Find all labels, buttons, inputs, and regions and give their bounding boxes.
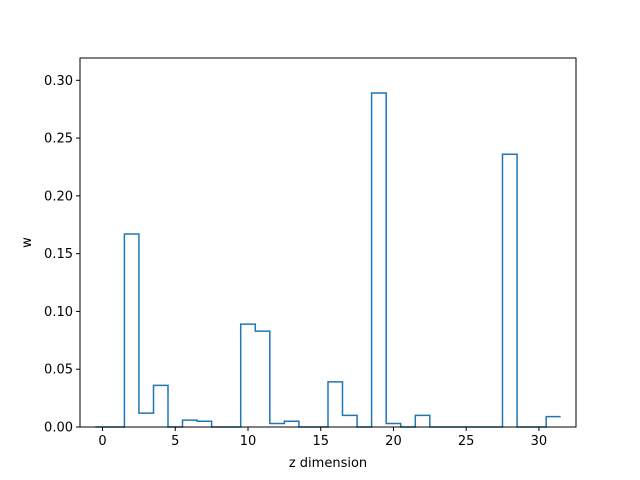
y-tick-label: 0.15 [44, 247, 73, 262]
x-axis-label: z dimension [289, 456, 367, 471]
x-axis-ticks: 0 5 10 15 20 25 30 [98, 427, 547, 449]
y-tick-label: 0.30 [44, 74, 73, 89]
y-axis-label: w [20, 237, 35, 248]
x-tick-label: 30 [531, 434, 548, 449]
y-tick-label: 0.05 [44, 363, 73, 378]
y-tick-label: 0.10 [44, 305, 73, 320]
x-tick-label: 20 [385, 434, 402, 449]
x-tick-label: 5 [171, 434, 179, 449]
y-tick-label: 0.25 [44, 132, 73, 147]
y-tick-label: 0.00 [44, 421, 73, 436]
x-tick-label: 25 [458, 434, 475, 449]
x-tick-label: 10 [240, 434, 257, 449]
y-tick-label: 0.20 [44, 189, 73, 204]
x-tick-label: 15 [312, 434, 329, 449]
x-tick-label: 0 [98, 434, 106, 449]
y-axis-ticks: 0.00 0.05 0.10 0.15 0.20 0.25 0.30 [44, 74, 80, 436]
plot-background [80, 58, 576, 427]
plot-frame [79, 57, 577, 428]
